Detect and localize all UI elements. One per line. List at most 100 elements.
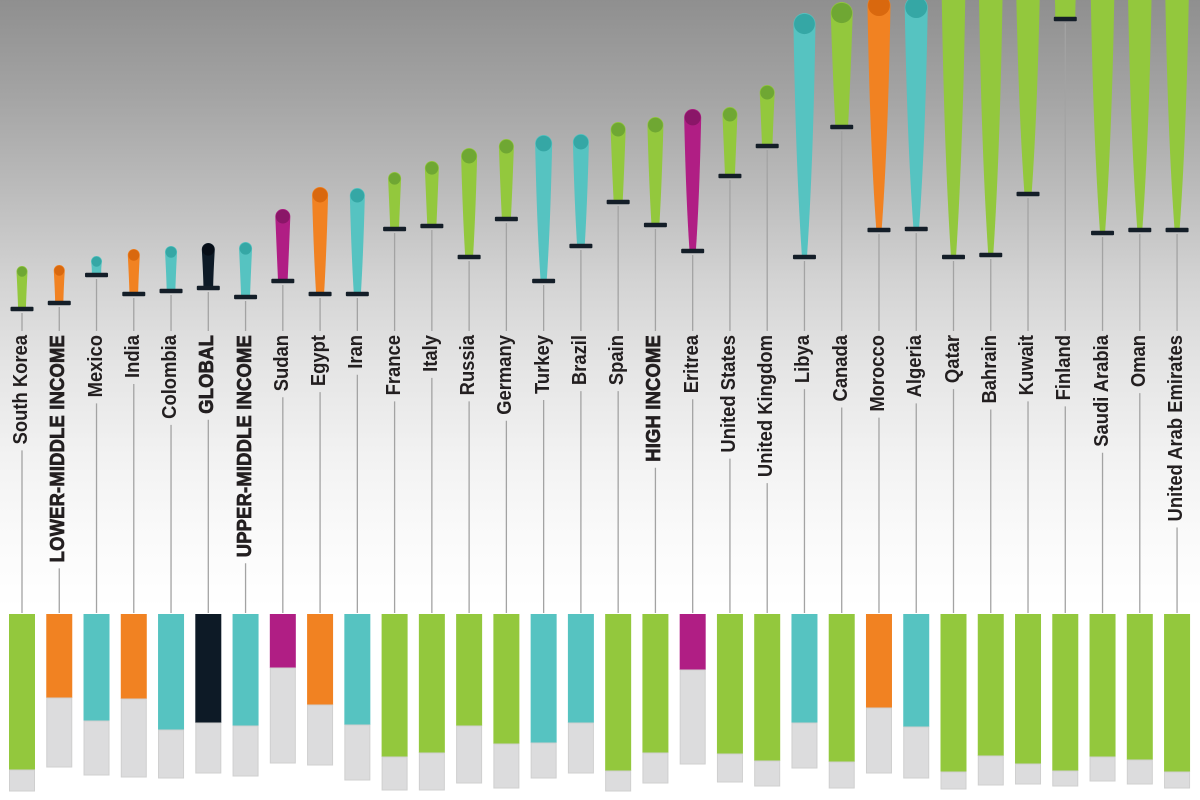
income-group-label: LOWER-MIDDLE INCOME <box>47 335 70 563</box>
needle-cap <box>17 266 27 277</box>
needle-cap <box>275 209 290 224</box>
bar-colored-segment <box>344 614 371 725</box>
needle-green <box>1128 0 1152 230</box>
bar-gray-segment <box>344 724 371 781</box>
tick-mark <box>1053 16 1077 22</box>
tick-mark <box>420 223 444 229</box>
needle-green <box>1090 0 1115 233</box>
bar-colored-segment <box>232 614 259 726</box>
tick-mark <box>606 199 630 205</box>
needle-cap <box>868 0 890 17</box>
bar-gray-segment <box>9 769 35 792</box>
needle-teal <box>239 242 253 297</box>
country-label: Iran <box>345 335 368 369</box>
country-label: United Arab Emirates <box>1165 335 1188 522</box>
country-label: Spain <box>606 335 629 386</box>
bar-gray-segment <box>456 725 483 784</box>
country-label: Canada <box>829 335 852 402</box>
country-label: Kuwait <box>1016 335 1039 396</box>
bar-gray-segment <box>1126 759 1153 785</box>
income-group-label: UPPER-MIDDLE INCOME <box>233 335 256 558</box>
country-label: Sudan <box>270 335 293 392</box>
bar-gray-segment <box>1089 756 1116 782</box>
needle-cap <box>648 117 663 133</box>
needle-cap <box>350 188 365 203</box>
bar-gray-segment <box>232 725 259 777</box>
bar-colored-segment <box>1164 614 1191 772</box>
needle-orange <box>312 187 329 294</box>
needle-cap <box>165 246 177 258</box>
needle-cap <box>573 134 589 150</box>
needle-green <box>16 266 28 309</box>
bar-gray-segment <box>195 722 222 774</box>
bar-colored-segment <box>158 614 185 730</box>
country-label: United States <box>717 335 740 453</box>
tick-mark <box>942 254 965 260</box>
tick-mark <box>234 294 258 300</box>
tick-mark <box>271 278 295 284</box>
needle-cap <box>425 161 439 175</box>
country-label: Egypt <box>308 335 331 387</box>
income-group-label: HIGH INCOME <box>643 335 666 462</box>
country-label: Turkey <box>531 335 554 394</box>
country-label: Libya <box>792 335 815 384</box>
tick-mark <box>792 254 816 260</box>
bar-colored-segment <box>679 614 706 670</box>
bar-gray-segment <box>1015 763 1042 785</box>
bar-colored-segment <box>195 614 222 723</box>
bar-gray-segment <box>1164 771 1191 789</box>
bar-gray-segment <box>46 697 73 768</box>
bar-colored-segment <box>381 614 408 757</box>
tick-mark <box>85 272 109 278</box>
connector-lines <box>21 23 1178 613</box>
needle-green <box>759 85 775 146</box>
tick-mark <box>681 248 705 254</box>
bar-gray-segment <box>605 770 632 792</box>
bar-gray-segment <box>791 722 818 769</box>
bar-colored-segment <box>903 614 930 727</box>
tick-mark <box>830 124 854 130</box>
needle-green <box>647 117 664 225</box>
needle-cap <box>312 187 328 203</box>
bar-gray-segment <box>679 669 706 765</box>
tick-mark <box>457 254 481 260</box>
needle-cap <box>905 0 928 19</box>
country-label: Morocco <box>866 335 889 412</box>
bar-gray-segment <box>530 742 557 779</box>
bar-colored-segment <box>530 614 557 743</box>
tick-mark <box>532 278 556 284</box>
bar-colored-segment <box>716 614 743 754</box>
needles <box>16 0 1189 309</box>
needle-green <box>498 139 514 219</box>
country-label: France <box>382 335 405 396</box>
needle-green <box>941 0 966 257</box>
bar-colored-segment <box>83 614 110 721</box>
needle-green <box>424 161 439 226</box>
tick-mark <box>1091 230 1115 236</box>
tick-mark <box>1165 227 1189 233</box>
bar-colored-segment <box>46 614 73 698</box>
country-label: Bahrain <box>978 335 1001 404</box>
bar-colored-segment <box>493 614 520 744</box>
bar-colored-segment <box>1015 614 1042 764</box>
bar-colored-segment <box>642 614 669 753</box>
bar-gray-segment <box>307 704 334 766</box>
bar-colored-segment <box>791 614 818 723</box>
tick-mark <box>47 300 71 306</box>
bar-gray-segment <box>1052 770 1079 787</box>
country-label: Saudi Arabia <box>1090 335 1113 447</box>
income-group-label: GLOBAL <box>196 335 219 414</box>
country-label: Germany <box>494 335 517 415</box>
country-label: Qatar <box>941 335 964 384</box>
tick-mark <box>755 143 779 149</box>
needle-cap <box>794 13 815 35</box>
tick-mark <box>122 291 146 297</box>
bar-gray-segment <box>493 743 520 789</box>
needle-cap <box>535 135 552 152</box>
country-label: Brazil <box>568 335 591 386</box>
bar-gray-segment <box>754 760 781 787</box>
bar-gray-segment <box>567 722 594 774</box>
bar-colored-segment <box>754 614 781 761</box>
